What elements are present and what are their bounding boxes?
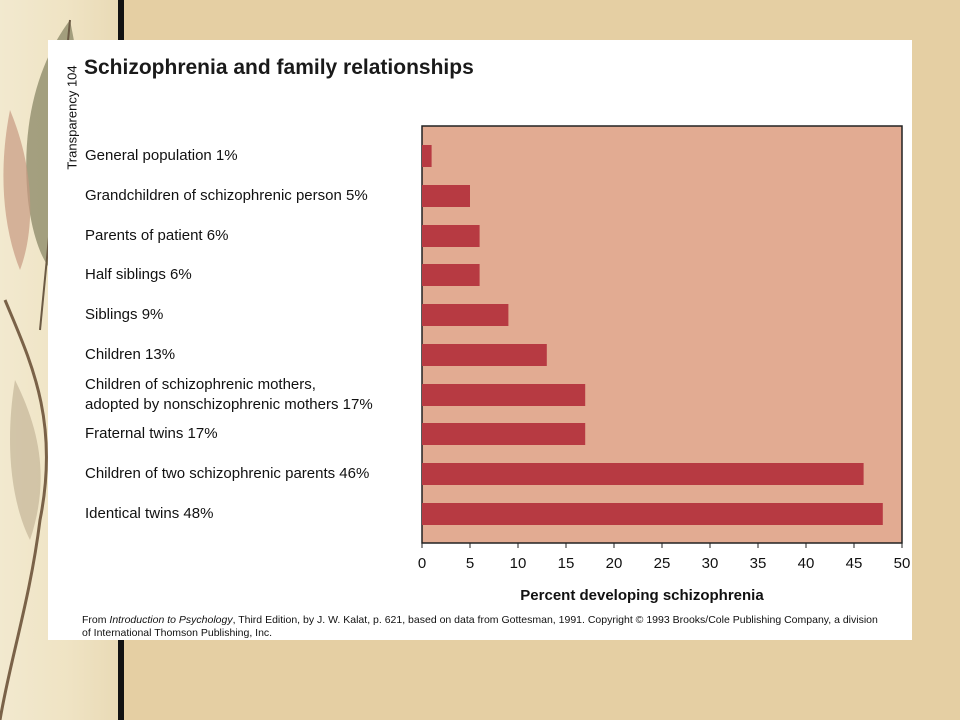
- bar-6: [422, 384, 586, 406]
- category-label: Children 13%: [85, 346, 176, 363]
- bar-2: [422, 225, 480, 247]
- x-tick-label: 20: [606, 555, 623, 572]
- chart-title: Schizophrenia and family relationships: [84, 56, 474, 79]
- category-label: Parents of patient 6%: [85, 227, 229, 244]
- x-tick-label: 25: [654, 555, 671, 572]
- bar-5: [422, 344, 547, 366]
- x-tick-label: 5: [466, 555, 474, 572]
- source-details: , Third Edition, by J. W. Kalat, p. 621,…: [232, 614, 878, 626]
- bar-chart: 0 5 10 15 20 25 30 35 40 45 50 Percent developing …: [418, 125, 911, 604]
- x-axis-label: Percent developing schizophrenia: [520, 587, 764, 604]
- category-label: Children of schizophrenic mothers, adopte…: [85, 376, 373, 413]
- source-prefix: From: [82, 614, 110, 626]
- bar-9: [422, 503, 883, 525]
- x-tick-label: 15: [558, 555, 575, 572]
- x-tick-label: 10: [510, 555, 527, 572]
- x-axis: 0 5 10 15 20 25 30 35 40 45 50: [418, 543, 911, 572]
- category-label: Children of two schizophrenic parents 46…: [85, 465, 370, 482]
- x-tick-label: 30: [702, 555, 719, 572]
- bar-4: [422, 304, 509, 326]
- source-citation: From Introduction to Psychology, Third E…: [82, 614, 912, 640]
- category-label: Fraternal twins 17%: [85, 425, 218, 442]
- x-tick-label: 0: [418, 555, 426, 572]
- source-book-title: Introduction to Psychology: [109, 614, 233, 626]
- bar-7: [422, 423, 586, 445]
- bar-0: [422, 145, 432, 167]
- bar-8: [422, 463, 864, 485]
- slide-image: Transparency 104 Schizophrenia and famil…: [48, 40, 912, 640]
- category-label: Identical twins 48%: [85, 505, 214, 522]
- category-label: Grandchildren of schizophrenic person 5%: [85, 187, 368, 204]
- x-tick-label: 45: [846, 555, 863, 572]
- category-label: Siblings 9%: [85, 306, 164, 323]
- category-label: Half siblings 6%: [85, 266, 192, 283]
- source-publisher: of International Thomson Publishing, Inc…: [82, 627, 273, 639]
- bar-1: [422, 185, 470, 207]
- bar-group: [422, 145, 883, 525]
- category-label: General population 1%: [85, 147, 238, 164]
- bar-3: [422, 264, 480, 286]
- x-tick-label: 40: [798, 555, 815, 572]
- x-tick-label: 35: [750, 555, 767, 572]
- x-tick-label: 50: [894, 555, 911, 572]
